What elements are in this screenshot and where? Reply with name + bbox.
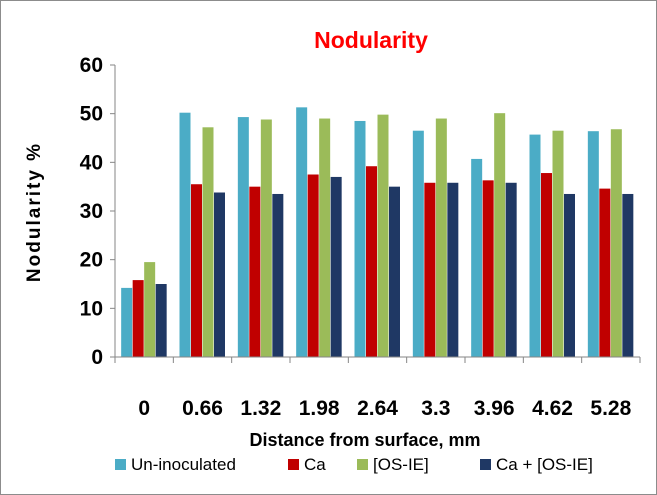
y-axis-ticks: 0 10 20 30 40 50 60: [80, 54, 115, 369]
bar-os-ie-4.62: [552, 130, 564, 357]
bar-ca-4.62: [541, 173, 552, 357]
bar-os-ie-3.3: [435, 118, 447, 358]
x-tick-label: 4.62: [532, 397, 573, 420]
y-tick-label: 10: [80, 297, 103, 320]
y-tick-label: 50: [80, 103, 103, 126]
bar-ca-os-ie-3.96: [505, 182, 517, 357]
legend-label: Un-inoculated: [131, 455, 236, 474]
chart-title: Nodularity: [314, 27, 428, 53]
y-tick-label: 60: [80, 54, 103, 77]
bar-ca-0: [132, 280, 144, 357]
y-axis-label: Nodularity %: [24, 142, 45, 282]
x-axis-ticks: 0 0.66 1.32 1.98 2.64 3.3 3.96 4.62 5.28: [114, 357, 641, 420]
bar-un-inoculated-2.64: [354, 120, 366, 357]
y-tick-label: 40: [80, 151, 103, 174]
bar-ca-os-ie-5.28: [622, 193, 634, 357]
x-tick-label: 3.96: [474, 397, 515, 420]
bar-os-ie-0.66: [202, 127, 214, 357]
bar-ca-3.96: [482, 180, 494, 357]
bar-ca-os-ie-2.64: [389, 186, 400, 357]
bar-os-ie-3.96: [494, 113, 506, 358]
y-tick-label: 20: [80, 249, 103, 272]
legend-label: Ca: [304, 455, 326, 474]
bar-un-inoculated-0.66: [179, 112, 191, 358]
bar-ca-1.32: [249, 186, 261, 357]
bar-un-inoculated-0: [121, 287, 133, 357]
bar-ca-os-ie-1.32: [272, 193, 284, 357]
legend-label: Ca + [OS-IE]: [496, 455, 593, 474]
bar-os-ie-1.98: [319, 118, 331, 358]
legend-swatch: [288, 459, 299, 470]
bar-os-ie-5.28: [610, 129, 622, 357]
legend-swatch: [480, 459, 491, 470]
bar-ca-1.98: [307, 174, 319, 357]
bars: [121, 107, 634, 358]
bar-un-inoculated-3.96: [471, 158, 483, 357]
x-tick-label: 5.28: [590, 397, 631, 420]
bar-un-inoculated-1.98: [296, 107, 308, 357]
y-tick-label: 30: [80, 200, 103, 223]
bar-ca-3.3: [424, 182, 436, 357]
x-tick-label: 0: [138, 397, 150, 420]
legend: Un-inoculated Ca [OS-IE] Ca + [OS-IE]: [115, 455, 593, 474]
bar-ca-os-ie-4.62: [564, 193, 575, 357]
legend-swatch: [357, 459, 368, 470]
legend-swatch: [115, 459, 126, 470]
x-axis-label: Distance from surface, mm: [249, 430, 480, 450]
bar-ca-os-ie-0.66: [214, 192, 225, 357]
bar-ca-5.28: [599, 188, 611, 357]
bar-os-ie-0: [144, 262, 156, 357]
x-tick-label: 1.98: [299, 397, 340, 420]
bar-un-inoculated-1.32: [237, 117, 249, 357]
bar-ca-0.66: [191, 184, 202, 357]
bar-os-ie-1.32: [260, 119, 272, 357]
y-tick-label: 0: [91, 346, 103, 369]
bar-ca-os-ie-0: [155, 284, 167, 357]
bar-ca-os-ie-3.3: [447, 182, 459, 357]
legend-label: [OS-IE]: [373, 455, 429, 474]
x-tick-label: 0.66: [182, 397, 223, 420]
bar-un-inoculated-3.3: [412, 130, 424, 357]
x-tick-label: 2.64: [357, 397, 398, 420]
bar-un-inoculated-4.62: [529, 134, 541, 357]
x-tick-label: 1.32: [240, 397, 281, 420]
x-tick-label: 3.3: [421, 397, 450, 420]
bar-un-inoculated-5.28: [587, 131, 599, 357]
bar-os-ie-2.64: [377, 114, 389, 357]
bar-ca-os-ie-1.98: [330, 176, 342, 357]
bar-ca-2.64: [366, 166, 377, 357]
